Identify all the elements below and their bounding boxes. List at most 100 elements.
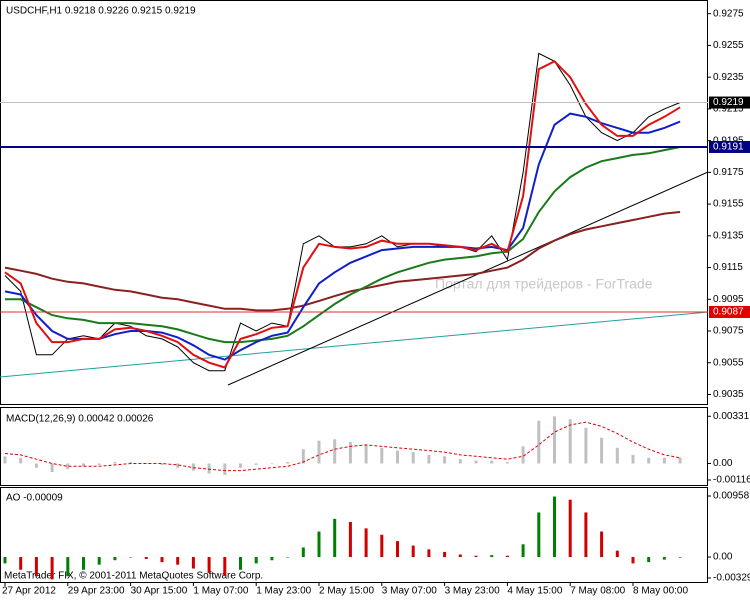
histogram-bar (223, 557, 227, 577)
histogram-bar (176, 557, 180, 565)
histogram-bar (66, 463, 70, 470)
x-tick-label: 7 May 08:00 (570, 586, 625, 597)
x-tick-label: 27 Apr 2012 (2, 586, 56, 597)
histogram-bar (380, 534, 384, 558)
histogram-bar (270, 463, 274, 464)
histogram-bar (50, 557, 54, 580)
histogram-bar (380, 447, 384, 464)
level-label: 0.9087 (713, 307, 744, 318)
histogram-bar (505, 462, 509, 464)
y-tick-label: 0.00 (713, 458, 733, 469)
histogram-bar (662, 557, 666, 560)
histogram-bar (19, 557, 23, 570)
y-tick-label: 0.9135 (713, 230, 744, 241)
y-tick-label: -0.00329 (713, 573, 750, 584)
x-tick-label: 29 Apr 23:00 (68, 586, 125, 597)
histogram-bar (364, 528, 368, 558)
y-tick-label: 0.9055 (713, 357, 744, 368)
y-tick-label: 0.00331 (713, 411, 750, 422)
histogram-bar (553, 416, 556, 464)
histogram-bar (443, 551, 447, 558)
y-tick-label: 0.9155 (713, 199, 744, 210)
histogram-bar (34, 557, 38, 577)
histogram-bar (191, 463, 195, 471)
histogram-bar (662, 457, 666, 464)
histogram-bar (239, 557, 242, 570)
histogram-bar (600, 531, 604, 558)
x-tick-label: 8 May 00:00 (633, 586, 688, 597)
histogram-bar (521, 544, 525, 558)
histogram-bar (97, 557, 101, 565)
y-tick-label: 0.9215 (713, 104, 744, 115)
histogram-bar (396, 450, 399, 464)
y-tick-label: 0.9075 (713, 326, 744, 337)
histogram-bar (97, 463, 101, 465)
histogram-bar (458, 554, 462, 558)
histogram-bar (474, 555, 478, 558)
copyright: MetaTrader FIX, © 2001-2011 MetaQuotes S… (4, 571, 263, 582)
price-line (5, 146, 681, 344)
histogram-bar (427, 549, 431, 558)
x-tick-label: 30 Apr 15:00 (131, 586, 188, 597)
y-tick-label: 0.00 (713, 552, 733, 563)
histogram-bar (427, 454, 431, 464)
y-tick-label: 0.9255 (713, 40, 744, 51)
macd-panel (0, 407, 708, 486)
histogram-bar (474, 460, 478, 464)
histogram-bar (553, 496, 556, 558)
x-tick-label: 1 May 23:00 (256, 586, 311, 597)
y-tick-label: 0.9195 (713, 135, 744, 146)
histogram-bar (348, 442, 352, 464)
histogram-bar (537, 420, 541, 464)
x-tick-label: 2 May 15:00 (319, 586, 374, 597)
histogram-bar (239, 463, 242, 468)
macd-title: MACD(12,26,9) 0.00042 0.00026 (6, 414, 154, 425)
histogram-bar (207, 557, 211, 573)
histogram-bar (600, 437, 604, 464)
histogram-bar (333, 439, 337, 464)
x-tick-label: 3 May 07:00 (382, 586, 437, 597)
histogram-bar (207, 463, 211, 474)
y-tick-label: 0.9035 (713, 389, 744, 400)
chart-title: USDCHF,H1 0.9218 0.9226 0.9215 0.9219 (6, 6, 196, 17)
histogram-bar (191, 557, 195, 569)
histogram-bar (160, 557, 164, 563)
price-line (4, 60, 681, 369)
histogram-bar (82, 463, 85, 467)
price-line (4, 211, 681, 312)
histogram-bar (631, 454, 635, 464)
histogram-bar (568, 419, 572, 464)
histogram-bar (443, 456, 447, 464)
histogram-bar (317, 531, 321, 558)
y-tick-label: 0.9175 (713, 167, 744, 178)
histogram-bar (254, 557, 258, 564)
level-box (709, 140, 750, 153)
histogram-bar (129, 557, 133, 558)
y-tick-label: 0.9095 (713, 294, 744, 305)
histogram-bar (631, 557, 635, 564)
histogram-bar (537, 512, 541, 558)
histogram-bar (458, 459, 462, 464)
histogram-bar (317, 440, 321, 464)
histogram-bar (144, 557, 148, 559)
y-tick-label: 0.9235 (713, 72, 744, 83)
ao-title: AO -0.00009 (6, 493, 63, 504)
histogram-bar (66, 557, 70, 577)
x-tick-label: 3 May 23:00 (445, 586, 500, 597)
histogram-bar (584, 427, 588, 464)
price-line (4, 112, 681, 361)
trend-line (227, 171, 707, 386)
histogram-bar (411, 545, 415, 558)
histogram-bar (286, 557, 290, 558)
histogram-bar (113, 462, 117, 464)
main-panel (0, 0, 708, 405)
histogram-bar (50, 463, 54, 473)
y-tick-label: 0.00958 (713, 491, 750, 502)
histogram-bar (113, 557, 117, 561)
histogram-bar (568, 499, 572, 558)
y-tick-label: -0.00116 (713, 475, 750, 486)
histogram-bar (301, 449, 305, 464)
y-tick-label: 0.9275 (713, 8, 744, 19)
